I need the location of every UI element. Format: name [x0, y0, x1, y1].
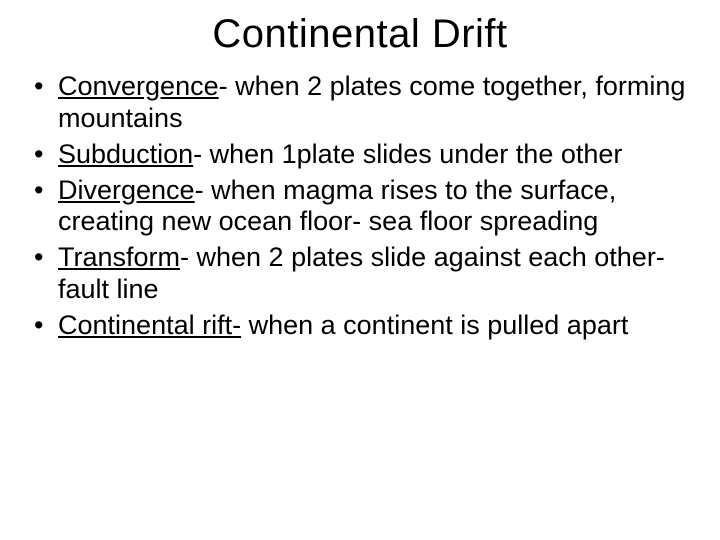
term: Continental rift- [58, 310, 241, 340]
term: Convergence [58, 71, 219, 101]
list-item: Subduction- when 1plate slides under the… [28, 139, 692, 171]
list-item: Transform- when 2 plates slide against e… [28, 242, 692, 306]
page-title: Continental Drift [28, 12, 692, 57]
list-item: Divergence- when magma rises to the surf… [28, 175, 692, 239]
definition: - when 1plate slides under the other [193, 139, 622, 169]
bullet-list: Convergence- when 2 plates come together… [28, 71, 692, 342]
slide: Continental Drift Convergence- when 2 pl… [0, 0, 720, 540]
definition: when a continent is pulled apart [241, 310, 628, 340]
term: Divergence [58, 175, 195, 205]
list-item: Convergence- when 2 plates come together… [28, 71, 692, 135]
term: Subduction [58, 139, 193, 169]
term: Transform [58, 242, 180, 272]
list-item: Continental rift- when a continent is pu… [28, 310, 692, 342]
